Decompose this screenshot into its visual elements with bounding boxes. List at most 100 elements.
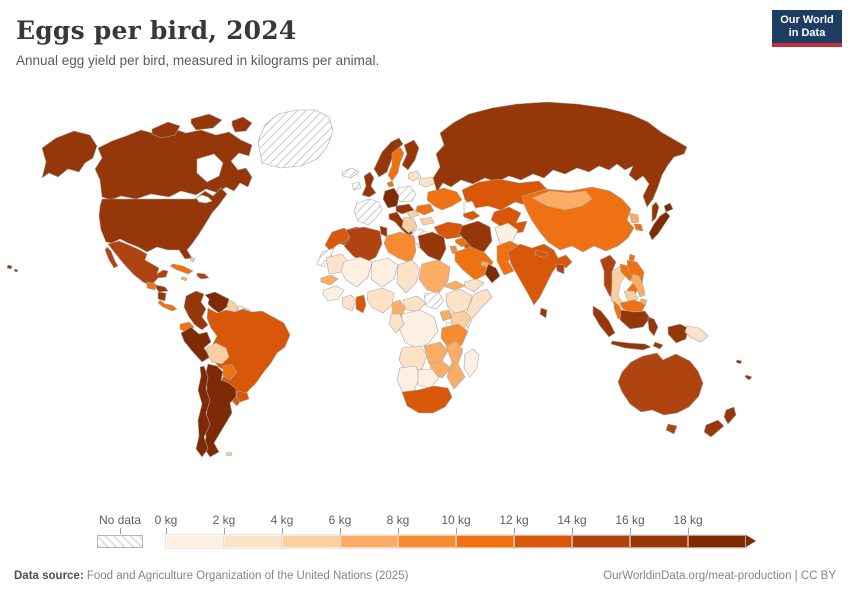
country-jamaica[interactable] <box>180 276 188 282</box>
legend-color-segment[interactable] <box>340 535 398 548</box>
country-eritrea[interactable] <box>443 280 466 291</box>
country-nepal[interactable] <box>534 249 549 259</box>
country-new-zealand-south[interactable] <box>703 419 725 438</box>
footer-citation-link[interactable]: OurWorldinData.org/meat-production | CC … <box>603 570 836 582</box>
country-indonesia-sumatra[interactable] <box>592 305 616 338</box>
country-north-korea[interactable] <box>628 212 640 224</box>
country-philippines[interactable] <box>630 273 646 298</box>
country-japan-hokkaido[interactable] <box>663 202 674 213</box>
country-tunisia[interactable] <box>379 225 388 238</box>
country-mongolia[interactable] <box>531 190 593 211</box>
country-belarus[interactable] <box>418 176 437 188</box>
country-colombia[interactable] <box>183 290 209 331</box>
legend-color-segment[interactable] <box>514 535 572 548</box>
country-chad[interactable] <box>396 259 421 294</box>
country-mozambique[interactable] <box>445 340 466 390</box>
country-egypt[interactable] <box>417 231 447 262</box>
country-hawaii-2[interactable] <box>13 268 19 273</box>
country-mali[interactable] <box>340 256 373 288</box>
country-balkans[interactable] <box>401 216 418 234</box>
country-algeria[interactable] <box>343 226 383 264</box>
country-ukraine[interactable] <box>426 187 463 211</box>
owid-logo[interactable]: Our World in Data <box>772 10 842 47</box>
country-cuba[interactable] <box>169 263 194 275</box>
country-nigeria[interactable] <box>366 287 395 314</box>
country-cote-divoire[interactable] <box>341 294 357 312</box>
country-madagascar[interactable] <box>463 348 480 378</box>
country-australia-tasmania[interactable] <box>665 423 678 435</box>
country-sudan[interactable] <box>418 259 451 294</box>
legend-color-segment[interactable] <box>282 535 340 548</box>
legend-color-segment[interactable] <box>688 535 746 548</box>
country-japan[interactable] <box>648 211 671 241</box>
country-denmark[interactable] <box>386 180 395 188</box>
country-chile[interactable] <box>195 365 211 458</box>
country-canada[interactable] <box>94 127 253 201</box>
country-new-zealand-north[interactable] <box>723 406 737 425</box>
country-fiji[interactable] <box>735 359 743 365</box>
country-mexico[interactable] <box>107 240 169 287</box>
country-senegal[interactable] <box>320 274 339 286</box>
country-angola[interactable] <box>398 345 428 374</box>
country-guatemala[interactable] <box>146 281 157 291</box>
country-indonesia-borneo[interactable] <box>619 309 651 330</box>
country-bangladesh[interactable] <box>555 263 565 275</box>
country-hispaniola[interactable] <box>196 272 210 280</box>
legend-color-segment[interactable] <box>630 535 688 548</box>
legend-color-segment[interactable] <box>456 535 514 548</box>
legend-color-segment[interactable] <box>224 535 282 548</box>
country-ireland[interactable] <box>351 181 362 191</box>
country-poland[interactable] <box>395 185 417 203</box>
country-south-korea[interactable] <box>633 223 644 232</box>
country-canada-arctic-1[interactable] <box>151 121 181 139</box>
country-france[interactable] <box>353 198 383 226</box>
country-paraguay[interactable] <box>222 363 238 381</box>
country-new-caledonia[interactable] <box>744 374 753 381</box>
country-papua-new-guinea[interactable] <box>684 325 709 343</box>
country-peru[interactable] <box>180 326 212 363</box>
country-namibia[interactable] <box>396 365 421 394</box>
legend-color-segment[interactable] <box>398 535 456 548</box>
legend-no-data-swatch[interactable] <box>97 535 143 548</box>
country-canada-arctic-2[interactable] <box>190 113 223 131</box>
country-south-africa[interactable] <box>401 385 453 414</box>
country-usa[interactable] <box>98 187 228 260</box>
country-bolivia[interactable] <box>205 342 230 365</box>
country-sweden[interactable] <box>387 146 405 182</box>
country-guinea[interactable] <box>322 285 345 302</box>
country-falkland-islands[interactable] <box>225 451 233 457</box>
country-afghanistan[interactable] <box>494 222 519 245</box>
country-bahamas[interactable] <box>189 256 196 263</box>
country-central-african-republic[interactable] <box>402 295 427 312</box>
country-iran[interactable] <box>458 220 493 253</box>
country-indonesia-java[interactable] <box>610 340 652 351</box>
country-botswana[interactable] <box>417 368 440 389</box>
country-baltics[interactable] <box>407 170 422 182</box>
world-map[interactable] <box>0 88 850 512</box>
country-russia-sakhalin[interactable] <box>651 201 660 223</box>
country-uruguay[interactable] <box>235 390 250 403</box>
country-somalia[interactable] <box>463 288 493 330</box>
country-south-sudan[interactable] <box>423 291 445 310</box>
country-uganda[interactable] <box>439 309 453 322</box>
country-hungary[interactable] <box>406 209 420 219</box>
country-australia[interactable] <box>617 352 704 416</box>
country-romania[interactable] <box>415 203 435 216</box>
country-indonesia-timor[interactable] <box>652 341 664 350</box>
country-indonesia-papua[interactable] <box>667 323 689 344</box>
country-yemen[interactable] <box>463 278 485 293</box>
country-iceland[interactable] <box>341 167 360 179</box>
country-ghana[interactable] <box>355 294 367 314</box>
country-indonesia-sulawesi[interactable] <box>647 316 659 337</box>
legend-color-segment[interactable] <box>572 535 630 548</box>
country-united-kingdom[interactable] <box>361 171 377 198</box>
country-oman[interactable] <box>484 263 501 284</box>
country-hawaii-1[interactable] <box>6 264 13 270</box>
country-uae[interactable] <box>480 260 490 268</box>
country-caucasus[interactable] <box>462 210 481 221</box>
legend-color-segment[interactable] <box>166 535 224 548</box>
country-morocco[interactable] <box>324 227 353 252</box>
country-drc[interactable] <box>398 309 439 350</box>
country-central-asia[interactable] <box>490 206 528 235</box>
country-venezuela[interactable] <box>204 291 230 314</box>
